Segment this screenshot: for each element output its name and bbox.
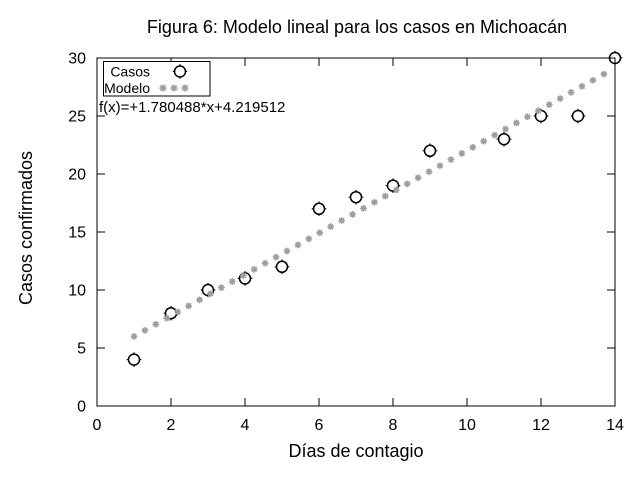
x-tick-label: 0 bbox=[93, 417, 102, 434]
x-tick-label: 2 bbox=[167, 417, 176, 434]
model-point-asterisk bbox=[142, 327, 148, 334]
model-point-asterisk bbox=[470, 144, 476, 151]
model-point-asterisk bbox=[568, 89, 574, 96]
chart-title: Figura 6: Modelo lineal para los casos e… bbox=[147, 17, 567, 37]
x-tick-label: 12 bbox=[532, 417, 550, 434]
model-point-asterisk bbox=[535, 107, 542, 114]
model-point-asterisk bbox=[273, 254, 279, 260]
model-point-asterisk bbox=[382, 193, 389, 199]
legend-label-modelo: Modelo bbox=[104, 80, 150, 96]
model-point-asterisk bbox=[480, 138, 487, 144]
model-point-asterisk bbox=[182, 85, 188, 91]
model-point-asterisk bbox=[153, 321, 159, 327]
y-tick-label: 5 bbox=[77, 341, 86, 358]
model-point-asterisk bbox=[175, 309, 181, 315]
y-tick-label: 10 bbox=[68, 283, 86, 300]
x-tick-label: 10 bbox=[458, 417, 476, 434]
model-point-asterisk bbox=[502, 126, 509, 132]
model-point-asterisk bbox=[295, 242, 301, 248]
y-tick-label: 15 bbox=[68, 225, 86, 242]
model-equation-annotation: f(x)=+1.780488*x+4.219512 bbox=[99, 99, 285, 116]
model-point-asterisk bbox=[371, 199, 378, 205]
model-point-asterisk bbox=[579, 83, 585, 90]
model-point-asterisk bbox=[171, 85, 177, 91]
model-point-asterisk bbox=[513, 120, 520, 126]
model-point-asterisk bbox=[415, 175, 421, 181]
model-point-asterisk bbox=[229, 278, 236, 285]
model-point-asterisk bbox=[404, 181, 410, 187]
model-point-asterisk bbox=[306, 236, 312, 242]
model-point-asterisk bbox=[491, 132, 498, 138]
model-point-asterisk bbox=[164, 315, 170, 321]
model-point-asterisk bbox=[284, 248, 290, 254]
x-axis-label: Días de contagio bbox=[288, 441, 423, 461]
model-point-asterisk bbox=[131, 333, 137, 340]
model-point-asterisk bbox=[437, 162, 443, 169]
model-point-asterisk bbox=[349, 211, 356, 218]
model-point-asterisk bbox=[218, 284, 225, 291]
model-point-asterisk bbox=[557, 95, 563, 102]
model-point-asterisk bbox=[185, 303, 192, 309]
x-tick-label: 14 bbox=[606, 417, 624, 434]
y-tick-label: 20 bbox=[68, 167, 86, 184]
model-point-asterisk bbox=[426, 168, 432, 175]
model-point-asterisk bbox=[393, 187, 399, 193]
y-tick-label: 0 bbox=[77, 399, 86, 416]
y-tick-label: 30 bbox=[68, 51, 86, 68]
legend-modelo-marker bbox=[159, 84, 189, 92]
y-tick-label: 25 bbox=[68, 109, 86, 126]
model-point-asterisk bbox=[459, 150, 465, 157]
model-point-asterisk bbox=[524, 114, 531, 120]
model-point-asterisk bbox=[338, 217, 345, 224]
model-point-asterisk bbox=[262, 260, 268, 266]
modelo-points bbox=[130, 70, 608, 340]
model-point-asterisk bbox=[240, 272, 246, 279]
legend-box bbox=[103, 61, 211, 97]
model-point-asterisk bbox=[251, 266, 257, 273]
model-point-asterisk bbox=[317, 229, 323, 236]
legend: Casos Modelo bbox=[103, 61, 211, 97]
y-axis-label: Casos confirmados bbox=[16, 151, 36, 305]
model-point-asterisk bbox=[448, 156, 454, 163]
legend-casos-marker bbox=[172, 64, 188, 79]
model-point-asterisk bbox=[160, 85, 166, 91]
model-point-asterisk bbox=[207, 290, 214, 297]
legend-label-casos: Casos bbox=[110, 64, 150, 80]
model-point-asterisk bbox=[196, 297, 203, 303]
x-tick-label: 4 bbox=[241, 417, 250, 434]
y-axis-ticks: 0 5 10 15 20 25 30 bbox=[68, 51, 615, 416]
model-point-asterisk bbox=[590, 77, 596, 83]
x-tick-label: 8 bbox=[389, 417, 398, 434]
model-point-asterisk bbox=[601, 71, 607, 77]
model-point-asterisk bbox=[327, 223, 334, 230]
x-tick-label: 6 bbox=[315, 417, 324, 434]
model-point-asterisk bbox=[360, 205, 367, 212]
model-point-asterisk bbox=[546, 101, 552, 108]
